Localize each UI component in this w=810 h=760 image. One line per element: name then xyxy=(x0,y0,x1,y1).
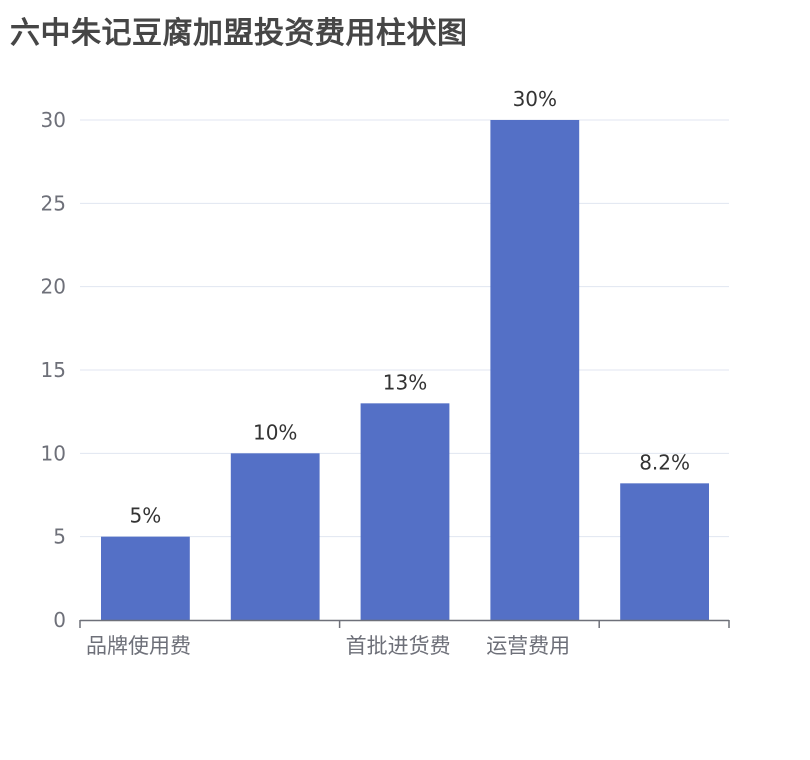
bar xyxy=(360,403,450,620)
y-tick-label: 20 xyxy=(41,275,66,299)
x-tick-label: 首批进货费 xyxy=(346,634,451,658)
data-label: 30% xyxy=(513,87,557,111)
y-tick-label: 0 xyxy=(53,608,66,632)
bar xyxy=(490,120,580,620)
bar xyxy=(620,483,709,620)
y-tick-label: 30 xyxy=(41,108,66,132)
y-tick-label: 5 xyxy=(53,525,66,549)
data-label: 5% xyxy=(130,504,162,528)
y-tick-label: 10 xyxy=(41,441,66,465)
x-tick-label: 品牌使用费 xyxy=(86,634,191,658)
data-label: 10% xyxy=(253,420,297,444)
bar xyxy=(230,453,320,620)
chart-title: 六中朱记豆腐加盟投资费用柱状图 xyxy=(10,16,468,51)
y-tick-label: 15 xyxy=(41,358,66,382)
x-tick-label: 运营费用 xyxy=(486,634,570,658)
data-label: 13% xyxy=(383,370,427,394)
bar xyxy=(101,536,190,620)
data-label: 8.2% xyxy=(639,450,690,474)
y-tick-label: 25 xyxy=(41,191,66,215)
